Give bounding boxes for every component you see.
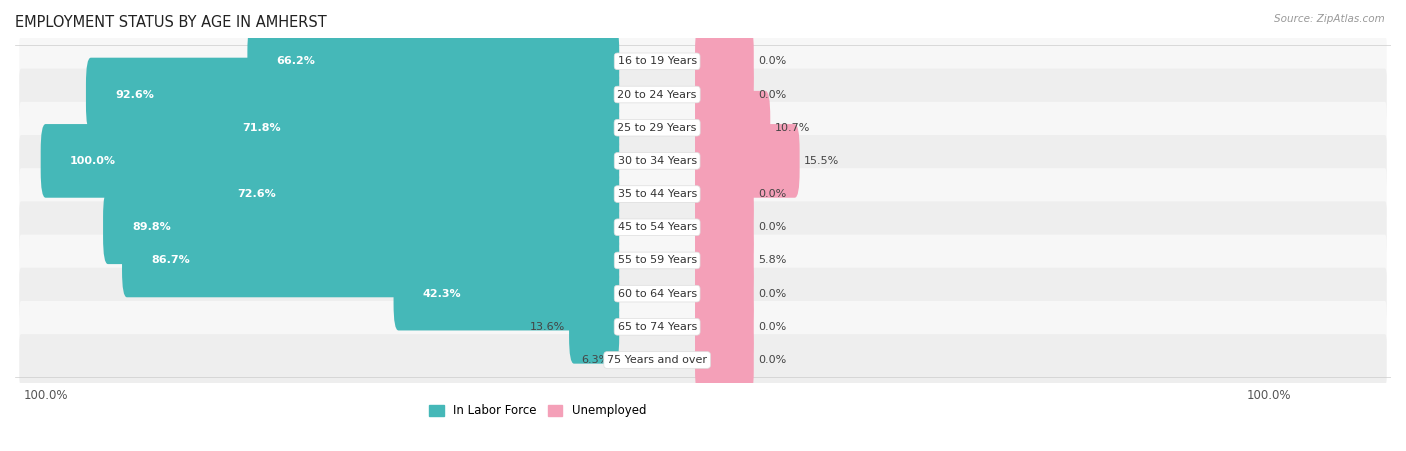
FancyBboxPatch shape	[20, 301, 1386, 353]
Text: 72.6%: 72.6%	[238, 189, 277, 199]
FancyBboxPatch shape	[20, 334, 1386, 386]
FancyBboxPatch shape	[214, 91, 619, 165]
Text: 0.0%: 0.0%	[758, 289, 786, 299]
FancyBboxPatch shape	[695, 124, 800, 198]
Text: 10.7%: 10.7%	[775, 123, 810, 133]
FancyBboxPatch shape	[695, 24, 754, 98]
Text: 86.7%: 86.7%	[152, 255, 190, 266]
FancyBboxPatch shape	[569, 290, 619, 364]
Text: 71.8%: 71.8%	[242, 123, 281, 133]
FancyBboxPatch shape	[20, 168, 1386, 220]
Text: 6.3%: 6.3%	[581, 355, 609, 365]
Text: 0.0%: 0.0%	[758, 90, 786, 100]
FancyBboxPatch shape	[20, 36, 1386, 87]
Text: 92.6%: 92.6%	[115, 90, 155, 100]
FancyBboxPatch shape	[20, 235, 1386, 286]
FancyBboxPatch shape	[695, 290, 754, 364]
Text: 5.8%: 5.8%	[758, 255, 786, 266]
Text: 20 to 24 Years: 20 to 24 Years	[617, 90, 697, 100]
FancyBboxPatch shape	[20, 102, 1386, 154]
Legend: In Labor Force, Unemployed: In Labor Force, Unemployed	[425, 400, 651, 422]
FancyBboxPatch shape	[695, 157, 754, 231]
Text: 65 to 74 Years: 65 to 74 Years	[617, 322, 697, 332]
FancyBboxPatch shape	[20, 69, 1386, 120]
FancyBboxPatch shape	[695, 91, 770, 165]
Text: 45 to 54 Years: 45 to 54 Years	[617, 222, 697, 232]
FancyBboxPatch shape	[41, 124, 619, 198]
Text: 55 to 59 Years: 55 to 59 Years	[617, 255, 697, 266]
Text: Source: ZipAtlas.com: Source: ZipAtlas.com	[1274, 14, 1385, 23]
Text: 15.5%: 15.5%	[804, 156, 839, 166]
FancyBboxPatch shape	[86, 58, 619, 131]
FancyBboxPatch shape	[122, 224, 619, 297]
FancyBboxPatch shape	[394, 257, 619, 331]
Text: 0.0%: 0.0%	[758, 189, 786, 199]
Text: 16 to 19 Years: 16 to 19 Years	[617, 56, 697, 66]
FancyBboxPatch shape	[695, 224, 754, 297]
Text: 42.3%: 42.3%	[423, 289, 461, 299]
Text: 25 to 29 Years: 25 to 29 Years	[617, 123, 697, 133]
Text: 66.2%: 66.2%	[277, 56, 315, 66]
FancyBboxPatch shape	[208, 157, 619, 231]
Text: 0.0%: 0.0%	[758, 355, 786, 365]
Text: 13.6%: 13.6%	[530, 322, 565, 332]
Text: 89.8%: 89.8%	[132, 222, 172, 232]
Text: 0.0%: 0.0%	[758, 56, 786, 66]
Text: 0.0%: 0.0%	[758, 322, 786, 332]
FancyBboxPatch shape	[103, 190, 619, 264]
FancyBboxPatch shape	[695, 190, 754, 264]
FancyBboxPatch shape	[20, 268, 1386, 319]
Text: 75 Years and over: 75 Years and over	[607, 355, 707, 365]
Text: 0.0%: 0.0%	[758, 222, 786, 232]
Text: 30 to 34 Years: 30 to 34 Years	[617, 156, 697, 166]
FancyBboxPatch shape	[247, 24, 619, 98]
Text: EMPLOYMENT STATUS BY AGE IN AMHERST: EMPLOYMENT STATUS BY AGE IN AMHERST	[15, 15, 326, 30]
FancyBboxPatch shape	[695, 58, 754, 131]
FancyBboxPatch shape	[695, 257, 754, 331]
FancyBboxPatch shape	[20, 135, 1386, 187]
FancyBboxPatch shape	[695, 323, 754, 397]
Text: 100.0%: 100.0%	[70, 156, 117, 166]
FancyBboxPatch shape	[20, 202, 1386, 253]
Text: 60 to 64 Years: 60 to 64 Years	[617, 289, 697, 299]
Text: 35 to 44 Years: 35 to 44 Years	[617, 189, 697, 199]
